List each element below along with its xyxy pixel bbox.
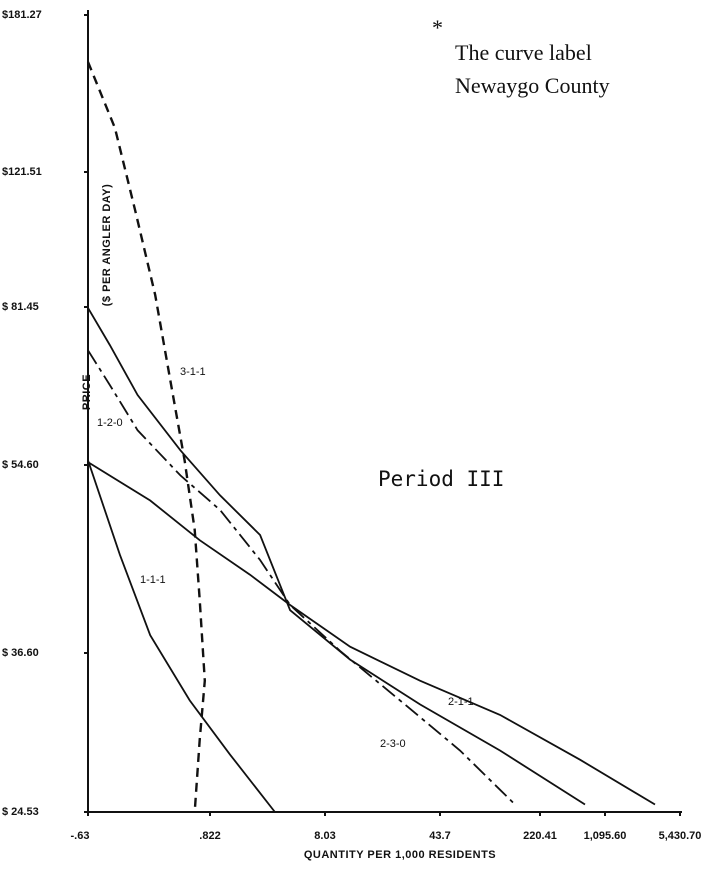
note-line: The curve label [455,40,592,65]
asterisk: * [432,15,443,40]
curve [87,461,656,806]
x-tick-label: 220.41 [523,830,557,842]
curve-label: 3-1-1 [180,366,206,378]
x-tick-label: 8.03 [314,830,335,842]
curve [87,460,276,813]
curve-label: 2-3-0 [380,738,406,750]
y-axis-subtitle: ($ PER ANGLER DAY) [101,184,113,306]
y-tick-label: $ 36.60 [2,647,39,659]
x-tick-label: 5,430.70 [659,830,702,842]
y-axis-title: PRICE [81,374,93,410]
y-tick-label: $121.51 [2,166,42,178]
x-axis-title: QUANTITY PER 1,000 RESIDENTS [304,849,496,861]
x-tick-label: 1,095.60 [584,830,627,842]
note-line: Newaygo County [455,73,610,98]
period-label: Period III [378,467,504,491]
curve [86,61,207,813]
y-tick-label: $ 24.53 [2,806,39,818]
curve-label: 2-1-1 [448,696,474,708]
x-tick-label: -.63 [71,830,90,842]
curve-label: 1-1-1 [140,574,166,586]
curve-label: 1-2-0 [97,417,123,429]
curve [87,349,516,806]
x-tick-label: 43.7 [429,830,450,842]
y-tick-label: $181.27 [2,9,42,21]
x-tick-label: .822 [199,830,220,842]
curve [87,307,586,806]
y-tick-label: $ 54.60 [2,459,39,471]
y-tick-label: $ 81.45 [2,301,39,313]
